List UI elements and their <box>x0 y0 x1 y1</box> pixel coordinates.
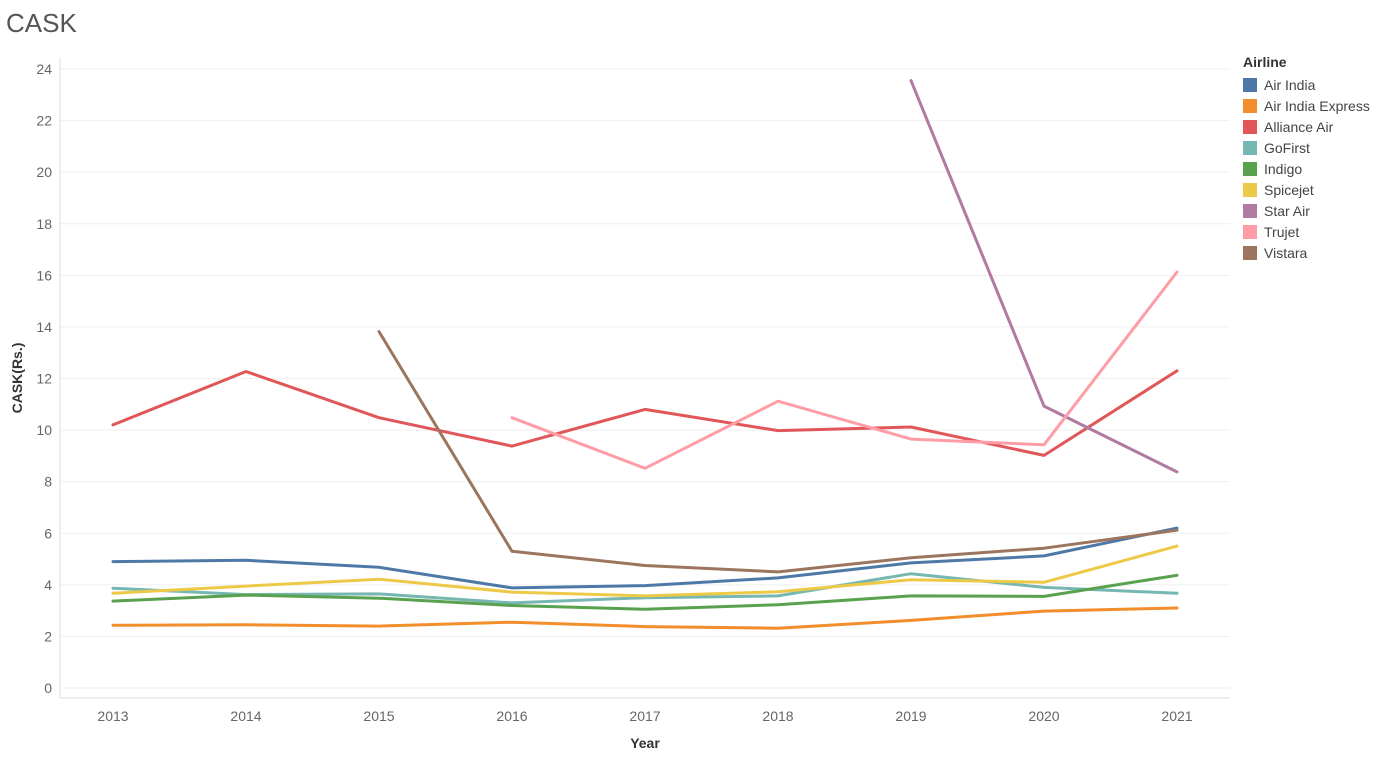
legend: Airline Air India Air India Express Allian… <box>1243 54 1370 263</box>
legend-swatch <box>1243 245 1257 260</box>
y-tick-label: 6 <box>44 525 52 541</box>
y-tick-label: 2 <box>44 628 52 644</box>
x-tick-label: 2015 <box>363 708 394 724</box>
legend-swatch <box>1243 119 1257 134</box>
legend-label: Vistara <box>1264 244 1308 261</box>
legend-item[interactable]: Trujet <box>1243 221 1370 242</box>
legend-label: Spicejet <box>1264 181 1314 198</box>
series-line-trujet <box>510 270 1179 470</box>
legend-item[interactable]: Star Air <box>1243 200 1370 221</box>
y-tick-label: 18 <box>36 216 52 232</box>
legend-title: Airline <box>1243 54 1287 70</box>
series-line-indigo <box>111 573 1179 611</box>
x-tick-label: 2018 <box>762 708 793 724</box>
y-tick-label: 8 <box>44 474 52 490</box>
y-tick-label: 4 <box>44 577 52 593</box>
series-line-air-india <box>111 526 1179 590</box>
x-tick-label: 2021 <box>1161 708 1192 724</box>
series-line-star-air <box>909 79 1179 474</box>
series-line-spicejet <box>111 544 1179 598</box>
legend-item[interactable]: Air India <box>1243 74 1370 95</box>
x-tick-label: 2017 <box>629 708 660 724</box>
legend-swatch <box>1243 140 1257 155</box>
y-tick-label: 14 <box>36 319 52 335</box>
x-tick-label: 2019 <box>895 708 926 724</box>
y-tick-label: 20 <box>36 164 52 180</box>
x-tick-label: 2016 <box>496 708 527 724</box>
legend-label: Indigo <box>1264 160 1303 177</box>
legend-label: Air India Express <box>1264 97 1370 114</box>
legend-item[interactable]: Spicejet <box>1243 179 1370 200</box>
axes <box>59 57 1230 699</box>
legend-items: Air India Air India Express Alliance Air Go… <box>1243 74 1370 263</box>
legend-item[interactable]: Air India Express <box>1243 95 1370 116</box>
x-tick-label: 2013 <box>97 708 128 724</box>
legend-swatch <box>1243 182 1257 197</box>
legend-label: Alliance Air <box>1264 118 1334 135</box>
x-axis-title: Year <box>630 735 660 751</box>
series-lines <box>111 79 1179 630</box>
legend-label: Air India <box>1264 76 1316 93</box>
x-tick-label: 2020 <box>1028 708 1059 724</box>
x-axis-ticks: 2013 2014 2015 2016 2017 2018 2019 2020 2021 <box>97 708 1192 724</box>
y-tick-label: 22 <box>36 113 52 129</box>
series-line-vistara <box>377 330 1179 574</box>
y-tick-label: 10 <box>36 422 52 438</box>
y-tick-label: 24 <box>36 61 52 77</box>
legend-swatch <box>1243 161 1257 176</box>
legend-label: Trujet <box>1264 223 1300 240</box>
legend-swatch <box>1243 77 1257 92</box>
legend-swatch <box>1243 224 1257 239</box>
chart-title: CASK <box>6 8 77 38</box>
series-line-air-india-express <box>111 606 1179 630</box>
x-tick-label: 2014 <box>230 708 261 724</box>
legend-swatch <box>1243 98 1257 113</box>
y-tick-label: 12 <box>36 371 52 387</box>
legend-item[interactable]: GoFirst <box>1243 137 1370 158</box>
y-tick-label: 16 <box>36 267 52 283</box>
series-line-alliance-air <box>111 369 1179 457</box>
y-tick-label: 0 <box>44 680 52 696</box>
legend-label: GoFirst <box>1264 139 1310 156</box>
y-axis-title: CASK(Rs.) <box>9 343 25 414</box>
series-line-gofirst <box>111 572 1179 605</box>
legend-label: Star Air <box>1264 202 1310 219</box>
legend-item[interactable]: Indigo <box>1243 158 1370 179</box>
legend-item[interactable]: Vistara <box>1243 242 1370 263</box>
legend-item[interactable]: Alliance Air <box>1243 116 1370 137</box>
legend-swatch <box>1243 203 1257 218</box>
